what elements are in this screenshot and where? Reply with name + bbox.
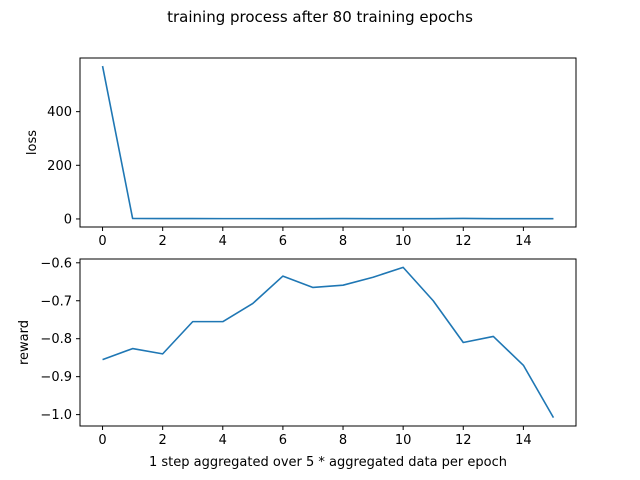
reward-y-tick-label: −0.8	[40, 332, 72, 347]
loss-x-tick-label: 12	[455, 234, 472, 249]
loss-axes-frame	[79, 57, 577, 228]
reward-x-tick-label: 10	[395, 433, 412, 448]
loss-series-line	[101, 65, 554, 220]
reward-x-tick-label: 12	[455, 433, 472, 448]
reward-x-tick-label: 8	[339, 433, 347, 448]
loss-subplot: 0 2 4 6 8 10 12 14 0 200 400 loss	[25, 57, 577, 249]
loss-y-tick-label: 400	[47, 105, 72, 120]
reward-subplot: 0 2 4 6 8 10 12 14 −1.0 −0.9 −0.8 −0.7 −0.6 reward 1 s…	[17, 256, 577, 470]
reward-axes-frame	[79, 258, 577, 427]
loss-x-tick-label: 4	[219, 234, 227, 249]
reward-y-tick-label: −0.9	[40, 370, 72, 385]
reward-x-tick-label: 14	[515, 433, 532, 448]
loss-x-tick-label: 0	[98, 234, 106, 249]
figure-title: training process after 80 training epoch…	[167, 8, 473, 26]
loss-x-tick-label: 10	[395, 234, 412, 249]
reward-x-tick-label: 4	[219, 433, 227, 448]
reward-y-tick-label: −0.6	[40, 256, 72, 271]
reward-y-tick-label: −1.0	[40, 408, 72, 423]
reward-x-tick-label: 2	[159, 433, 167, 448]
loss-y-tick-label: 0	[64, 212, 72, 227]
loss-y-tick-label: 200	[47, 159, 72, 174]
loss-y-axis-label: loss	[25, 130, 40, 155]
loss-x-tick-label: 14	[515, 234, 532, 249]
reward-y-axis-label: reward	[17, 320, 32, 365]
loss-x-tick-label: 2	[159, 234, 167, 249]
reward-y-tick-label: −0.7	[40, 294, 72, 309]
loss-x-tick-label: 6	[279, 234, 287, 249]
reward-x-axis-label: 1 step aggregated over 5 * aggregated da…	[149, 455, 507, 470]
reward-x-tick-label: 6	[279, 433, 287, 448]
reward-x-tick-label: 0	[98, 433, 106, 448]
loss-x-tick-label: 8	[339, 234, 347, 249]
reward-series-line	[102, 266, 555, 419]
